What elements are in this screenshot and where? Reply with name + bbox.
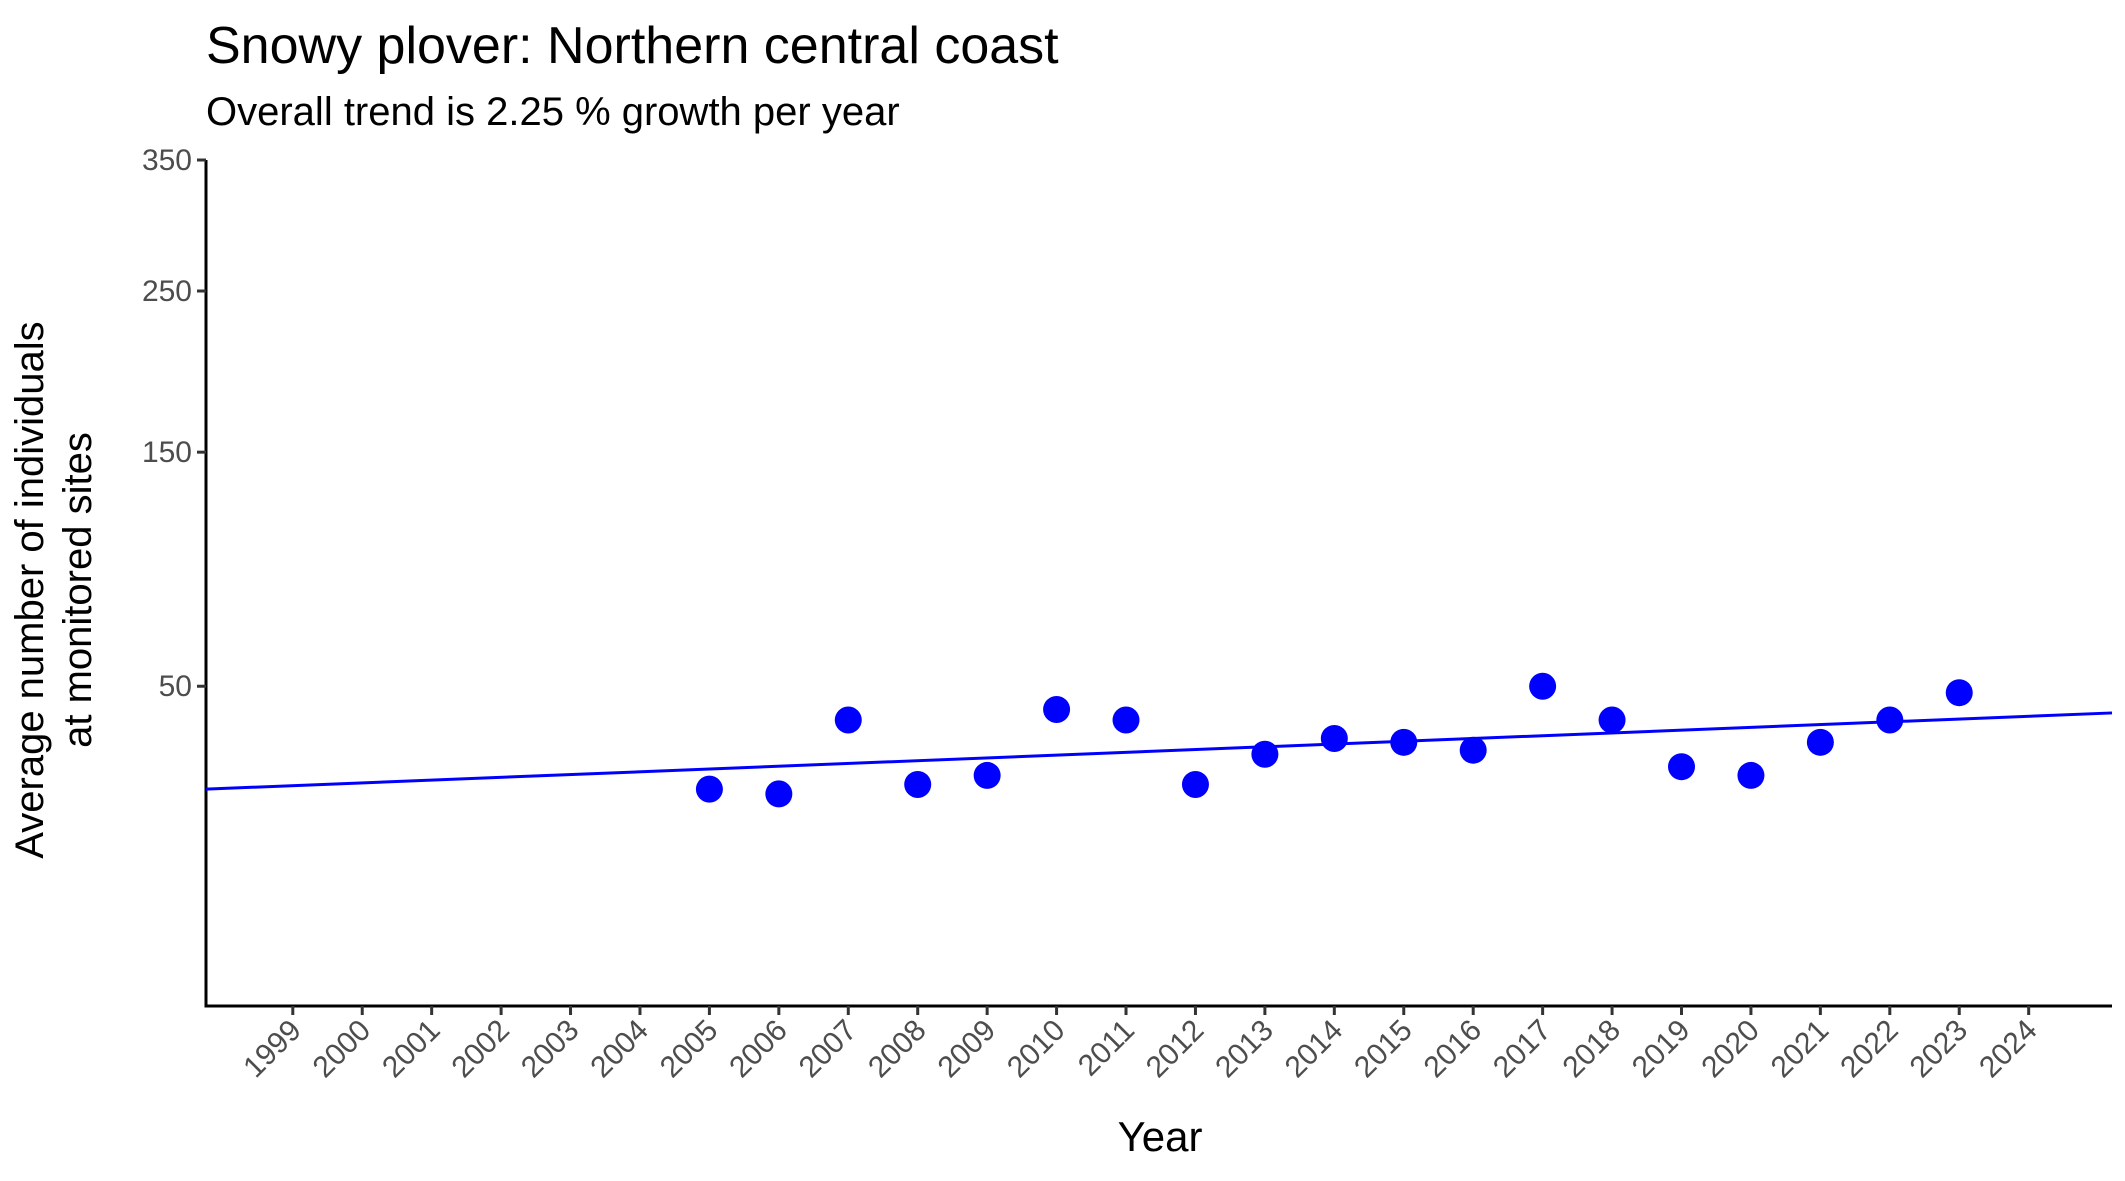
data-point (1806, 728, 1834, 756)
x-tick-label: 2011 (1072, 1014, 1141, 1083)
data-point (1251, 740, 1279, 768)
trend-line-group (205, 711, 2113, 791)
x-tick-label: 2014 (1279, 1014, 1350, 1085)
x-tick-label: 2010 (1001, 1014, 1072, 1085)
x-tick-label: 2022 (1834, 1014, 1905, 1085)
x-tick-label: 2004 (584, 1014, 655, 1085)
x-tick-label: 1999 (237, 1014, 308, 1085)
y-tick-label: 250 (142, 275, 192, 308)
y-tick-label: 350 (142, 144, 192, 177)
data-point (904, 770, 932, 798)
y-tick-label: 50 (159, 670, 192, 703)
x-tick-label: 2023 (1904, 1014, 1975, 1085)
data-point (1043, 695, 1071, 723)
x-tick-label: 2017 (1487, 1014, 1558, 1085)
data-point (1668, 753, 1696, 781)
trend-line (205, 711, 2113, 791)
x-tick-label: 2019 (1626, 1014, 1697, 1085)
y-axis-ticks: 50 150 250 350 (142, 144, 206, 703)
x-tick-label: 2024 (1973, 1014, 2044, 1085)
x-tick-label: 2007 (793, 1014, 864, 1085)
x-tick-label: 2000 (307, 1014, 378, 1085)
data-point (765, 780, 793, 808)
x-tick-label: 2013 (1209, 1014, 1280, 1085)
x-tick-label: 2005 (654, 1014, 725, 1085)
data-points (695, 672, 1973, 808)
data-point (1459, 736, 1487, 764)
data-point (695, 775, 723, 803)
axes (204, 160, 2112, 1008)
x-tick-label: 2009 (932, 1014, 1003, 1085)
data-point (1320, 724, 1348, 752)
data-point (1390, 728, 1418, 756)
x-tick-label: 2020 (1695, 1014, 1766, 1085)
x-tick-label: 2016 (1418, 1014, 1489, 1085)
data-point (1112, 706, 1140, 734)
data-point (1737, 761, 1765, 789)
x-tick-label: 2021 (1765, 1014, 1836, 1085)
data-point (1529, 672, 1557, 700)
x-axis-ticks: 1999200020012002200320042005200620072008… (237, 1006, 2044, 1085)
data-point (1945, 679, 1973, 707)
chart-title: Snowy plover: Northern central coast (206, 17, 1059, 75)
x-tick-label: 2003 (515, 1014, 586, 1085)
x-tick-label: 2001 (376, 1014, 447, 1085)
x-axis-label: Year (1117, 1113, 1203, 1160)
x-tick-label: 2002 (446, 1014, 517, 1085)
x-tick-label: 2018 (1556, 1014, 1627, 1085)
data-point (834, 706, 862, 734)
data-point (1876, 706, 1904, 734)
data-point (1598, 706, 1626, 734)
data-point (1181, 770, 1209, 798)
chart-subtitle: Overall trend is 2.25 % growth per year (206, 90, 900, 134)
x-tick-label: 2012 (1140, 1014, 1211, 1085)
x-tick-label: 2008 (862, 1014, 933, 1085)
y-tick-label: 150 (142, 436, 192, 469)
data-point (973, 761, 1001, 789)
x-tick-label: 2006 (723, 1014, 794, 1085)
x-tick-label: 2015 (1348, 1014, 1419, 1085)
